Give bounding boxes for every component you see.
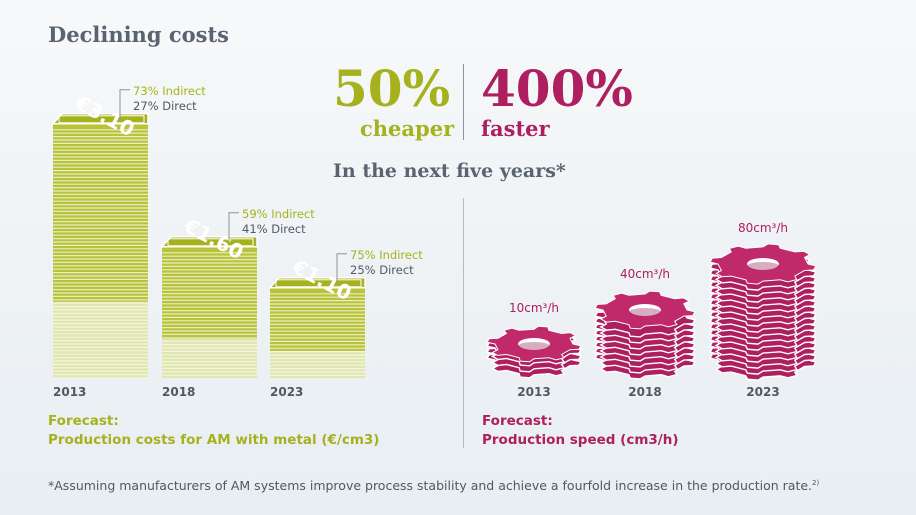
cost-forecast-caption: Forecast: Production costs for AM with m… xyxy=(48,412,379,450)
cost-bar-body xyxy=(270,287,365,351)
cost-bill-border xyxy=(167,238,254,247)
subheadline: In the next five years* xyxy=(333,160,566,182)
speed-percentage: 400% xyxy=(481,59,633,118)
direct-share-label: 27% Direct xyxy=(133,99,197,113)
cost-bar-body xyxy=(162,246,257,339)
gear-hole xyxy=(747,258,779,270)
speed-chart: 10cm³/h 2013 40cm³/h 2018 80cm³/h 2023 xyxy=(486,221,817,399)
indirect-share-label: 59% Indirect xyxy=(242,207,315,221)
page-title: Declining costs xyxy=(48,22,229,47)
speed-word: faster xyxy=(481,116,550,141)
cost-bar-base xyxy=(53,301,148,378)
gear-hole-shadow xyxy=(747,262,779,270)
speed-forecast-caption: Forecast: Production speed (cm3/h) xyxy=(482,412,679,450)
breakdown-leader xyxy=(119,89,130,119)
speed-gear-2018: 40cm³/h 2018 xyxy=(594,267,696,399)
cost-bill-border xyxy=(58,115,145,124)
speed-value-label: 10cm³/h xyxy=(509,301,559,315)
cost-year-label: 2023 xyxy=(270,385,303,399)
cost-year-label: 2018 xyxy=(162,385,195,399)
footnote-text: *Assuming manufacturers of AM systems im… xyxy=(48,478,813,493)
cost-word: cheaper xyxy=(360,116,455,141)
footnote: *Assuming manufacturers of AM systems im… xyxy=(48,478,819,493)
gear-hole xyxy=(629,304,661,316)
speed-gear-2023: 80cm³/h 2023 xyxy=(709,221,817,399)
headline-divider xyxy=(463,64,464,140)
footnote-reference: 2) xyxy=(812,478,820,487)
direct-share-label: 41% Direct xyxy=(242,222,306,236)
speed-year-label: 2018 xyxy=(628,385,661,399)
breakdown-leader xyxy=(228,212,239,242)
indirect-share-label: 73% Indirect xyxy=(133,84,206,98)
indirect-share-label: 75% Indirect xyxy=(350,248,423,262)
speed-value-label: 80cm³/h xyxy=(738,221,788,235)
direct-share-label: 25% Direct xyxy=(350,263,414,277)
cost-forecast-label: Forecast: xyxy=(48,413,119,429)
gear-hole-shadow xyxy=(518,342,550,350)
gear-hole-shadow xyxy=(629,308,661,316)
cost-percentage: 50% xyxy=(333,59,451,118)
speed-year-label: 2023 xyxy=(746,385,779,399)
cost-forecast-title: Production costs for AM with metal (€/cm… xyxy=(48,432,380,448)
speed-gear-2013: 10cm³/h 2013 xyxy=(486,301,582,399)
speed-value-label: 40cm³/h xyxy=(620,267,670,281)
breakdown-leader xyxy=(336,253,347,283)
speed-year-label: 2013 xyxy=(517,385,550,399)
speed-forecast-label: Forecast: xyxy=(482,413,553,429)
cost-year-label: 2013 xyxy=(53,385,86,399)
gear-hole xyxy=(518,338,550,350)
panel-divider xyxy=(463,198,464,448)
speed-forecast-title: Production speed (cm3/h) xyxy=(482,432,679,448)
cost-bill-border xyxy=(275,279,362,288)
